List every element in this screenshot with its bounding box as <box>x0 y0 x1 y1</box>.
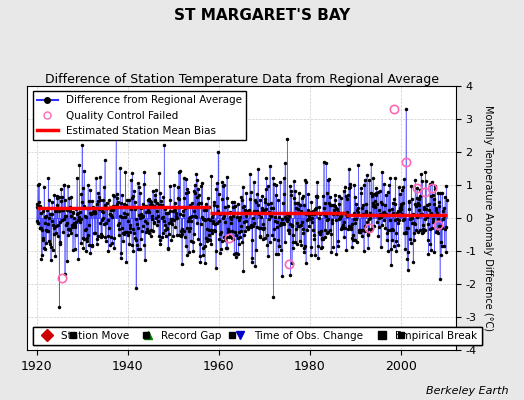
Y-axis label: Monthly Temperature Anomaly Difference (°C): Monthly Temperature Anomaly Difference (… <box>483 105 493 331</box>
Text: ST MARGARET'S BAY: ST MARGARET'S BAY <box>174 8 350 23</box>
Legend: Station Move, Record Gap, Time of Obs. Change, Empirical Break: Station Move, Record Gap, Time of Obs. C… <box>32 327 482 345</box>
Text: Berkeley Earth: Berkeley Earth <box>426 386 508 396</box>
Title: Difference of Station Temperature Data from Regional Average: Difference of Station Temperature Data f… <box>45 73 439 86</box>
